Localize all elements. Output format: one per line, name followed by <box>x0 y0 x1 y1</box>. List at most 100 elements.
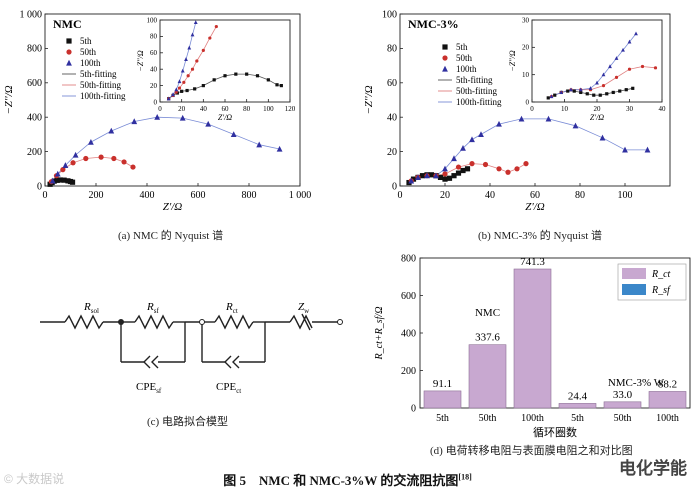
b-main-ytick-label: 20 <box>387 147 397 158</box>
a-inset-point-50th <box>214 24 218 29</box>
b-inset-y-axis-label: −Z''/Ω <box>508 50 517 71</box>
a-main-point-5th <box>57 177 63 183</box>
d-xtick-label: 100th <box>521 413 544 424</box>
a-main-point-50th <box>98 154 104 160</box>
a-inset-point-5th <box>201 84 205 88</box>
panel-d-bar-chart: 0 200 400 600 800 91.1 5th 337.6 50th 741.3 100th 2… <box>374 254 691 439</box>
cpe-ct <box>224 355 232 369</box>
watermark-left: © 大数据说 <box>4 472 65 486</box>
b-inset-point-100th <box>614 56 619 60</box>
b-main-point-5th <box>455 170 462 176</box>
a-main-point-5th <box>69 179 76 185</box>
b-main-x-axis-label: Z'/Ω <box>525 201 545 213</box>
d-bar-value-label: 24.4 <box>568 390 588 402</box>
a-inset-point-5th <box>223 74 227 78</box>
a-main-point-100th <box>205 120 212 127</box>
label-r-sf: Rsf <box>146 301 159 315</box>
b-main-point-5th <box>437 174 444 180</box>
a-main-point-100th <box>230 131 237 137</box>
a-main-legend-label-100th-fitting: 100th-fitting <box>80 91 126 101</box>
a-main-xtick-label: 0 <box>43 190 48 201</box>
b-main-point-50th <box>523 161 529 167</box>
b-main-xtick-label: 60 <box>530 190 540 201</box>
a-main-ytick-label: 0 <box>37 181 42 192</box>
a-main-point-100th <box>72 151 79 158</box>
a-main-xtick-label: 600 <box>191 190 206 201</box>
b-inset-xtick-label: 10 <box>561 105 569 113</box>
d-bar-100th <box>513 268 552 409</box>
a-main-point-100th <box>54 170 61 177</box>
b-main-title: NMC-3% <box>408 17 459 31</box>
b-inset-ytick-label: 20 <box>522 44 530 52</box>
a-main-xtick-label: 400 <box>140 190 155 201</box>
b-inset-point-50th <box>640 64 645 69</box>
panel-c-circuit-diagram: Rsol Rsf Rct Zw CPEsf CPEct <box>40 301 343 395</box>
b-main-point-5th <box>410 176 417 182</box>
label-r-sol: Rsol <box>83 301 99 315</box>
b-main-point-50th <box>496 166 502 172</box>
b-main-point-50th <box>482 161 489 168</box>
a-main-point-5th <box>61 177 67 183</box>
d-ytick-label: 800 <box>401 254 416 265</box>
b-inset-xtick-label: 0 <box>530 105 534 113</box>
b-main-point-100th <box>496 120 502 127</box>
a-inset-point-100th <box>184 57 188 61</box>
b-inset-point-50th <box>614 75 619 79</box>
b-inset-point-100th <box>578 87 583 92</box>
a-inset-xtick-label: 100 <box>263 105 274 113</box>
b-inset-point-5th <box>618 89 622 93</box>
b-main-point-100th <box>518 115 525 122</box>
b-inset-point-50th <box>627 67 632 71</box>
b-main-point-5th <box>451 173 457 179</box>
b-inset-point-5th <box>546 96 550 100</box>
d-xtick-label: 50th <box>479 413 497 424</box>
panel-a-caption: (a) NMC 的 Nyquist 谱 <box>118 230 224 242</box>
a-inset-y-axis-label: −Z''/Ω <box>136 50 145 71</box>
d-bar-5th <box>558 403 597 409</box>
b-main-point-5th <box>419 173 426 179</box>
a-main-point-100th <box>88 138 94 145</box>
b-inset-point-5th <box>631 86 635 90</box>
a-inset-point-50th <box>208 36 212 40</box>
b-main-point-100th <box>460 144 466 151</box>
b-inset-xtick-label: 30 <box>626 105 634 113</box>
a-inset-point-5th <box>185 88 189 93</box>
a-main-point-100th <box>62 162 69 168</box>
b-main-ytick-label: 40 <box>387 113 397 124</box>
b-main-legend-label-5th: 5th <box>456 42 468 52</box>
b-main-xtick-label: 40 <box>485 190 495 201</box>
b-inset-fit-line-100th <box>551 33 637 97</box>
a-main-point-50th <box>130 164 136 170</box>
figure-caption: 图 5 NMC 和 NMC-3%W 的交流阻抗图[18] <box>223 472 472 488</box>
b-main-xtick-label: 80 <box>575 190 585 201</box>
d-legend-swatch-rsf <box>622 284 646 295</box>
a-inset-xtick-label: 40 <box>200 105 208 113</box>
d-bar-value-label: 88.2 <box>658 378 677 390</box>
a-main-legend-label-100th: 100th <box>80 58 101 68</box>
a-main-xtick-label: 200 <box>89 190 104 201</box>
resistor-sol <box>64 314 104 330</box>
a-inset-point-5th <box>279 84 283 88</box>
a-inset-x-axis-label: Z'/Ω <box>218 113 232 122</box>
b-main-point-100th <box>478 131 484 137</box>
a-inset-point-100th <box>180 68 185 73</box>
b-main-point-100th <box>644 146 651 153</box>
b-inset-point-100th <box>549 94 554 99</box>
b-inset-point-100th <box>627 39 632 44</box>
b-main-point-5th <box>446 175 453 181</box>
a-inset-xtick-label: 0 <box>158 105 162 113</box>
a-main-point-5th <box>54 177 60 183</box>
b-main-point-50th <box>514 166 520 172</box>
panel-d-caption: (d) 电荷转移电阻与表面膜电阻之和对比图 <box>430 445 633 457</box>
a-main-legend-label-50th: 50th <box>80 47 97 57</box>
a-inset-point-100th <box>177 79 182 84</box>
a-inset-point-50th <box>195 59 199 63</box>
b-inset-point-100th <box>569 87 573 92</box>
b-main-legend-label-50th: 50th <box>456 53 473 63</box>
b-inset-point-5th <box>624 88 628 92</box>
d-x-axis-label: 循环圈数 <box>533 426 577 439</box>
b-inset-plot-frame <box>531 19 663 103</box>
a-inset-point-5th <box>212 78 216 82</box>
b-main-point-50th <box>455 164 462 170</box>
